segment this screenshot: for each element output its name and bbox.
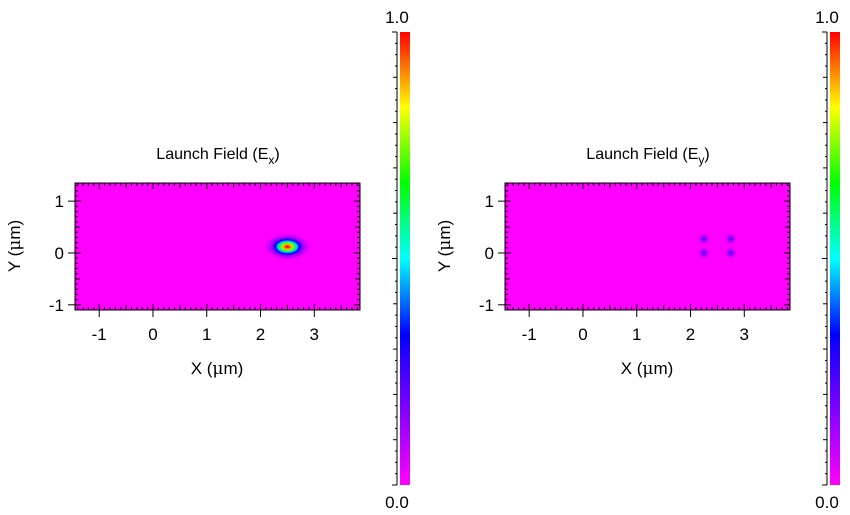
field-peaks-ex (263, 233, 312, 261)
y-tick-label: 1 (55, 192, 64, 211)
y-tick-label: -1 (49, 296, 64, 315)
plot-background-ey (505, 183, 790, 310)
colorbar-ey: 1.0 0.0 (815, 8, 840, 512)
x-axis-label-ex: X (μm) (191, 359, 244, 379)
x-axis-label-ey: X (μm) (621, 359, 674, 379)
y-axis-label-ey: Y (μm) (435, 220, 455, 272)
y-tick-label: 0 (55, 244, 64, 263)
y-tick-label: -1 (479, 296, 494, 315)
x-ticks-ey: -1 0 1 2 3 (522, 310, 749, 344)
field-peak (723, 246, 738, 260)
plot-title-ex: Launch Field (Ex) (156, 146, 279, 167)
y-tick-label: 1 (485, 192, 494, 211)
panel-ey: Launch Field (Ey) -1 0 1 2 3 1 0 -1 X (μm) Y (… (435, 8, 840, 512)
colorbar-ex: 1.0 0.0 (385, 8, 410, 512)
colorbar-ticks-ey (822, 31, 827, 486)
colorbar-min-label-ey: 0.0 (815, 493, 839, 512)
x-tick-label: -1 (522, 325, 537, 344)
x-tick-label: 3 (310, 325, 319, 344)
x-tick-label: 0 (578, 325, 587, 344)
y-ticks-ey: 1 0 -1 (479, 192, 505, 315)
plot-title-ey: Launch Field (Ey) (586, 146, 709, 167)
field-peak (696, 232, 712, 246)
colorbar-max-label-ey: 1.0 (815, 8, 839, 27)
x-ticks-ex: -1 0 1 2 3 (92, 310, 319, 344)
plot-area-ex (74, 182, 361, 311)
field-peak (263, 233, 312, 261)
colorbar-ramp-ey (830, 32, 840, 485)
colorbar-min-label-ex: 0.0 (385, 493, 409, 512)
colorbar-max-label-ex: 1.0 (385, 8, 409, 27)
x-tick-label: 1 (632, 325, 641, 344)
field-peak (723, 232, 738, 246)
minor-ticks-ey (505, 183, 790, 311)
x-tick-label: 3 (740, 325, 749, 344)
x-tick-label: 2 (256, 325, 265, 344)
colorbar-ticks-ex (392, 31, 397, 486)
y-ticks-ex: 1 0 -1 (49, 192, 75, 315)
x-tick-label: 0 (148, 325, 157, 344)
x-tick-label: 1 (202, 325, 211, 344)
panel-ex: Launch Field (Ex) -1 0 1 2 3 1 0 -1 X (μm) Y (… (5, 8, 410, 512)
x-tick-label: 2 (686, 325, 695, 344)
field-peaks-ey (696, 232, 738, 260)
field-peak (696, 246, 712, 260)
plot-area-ey (504, 182, 791, 311)
plot-background-ex (75, 183, 360, 310)
x-tick-label: -1 (92, 325, 107, 344)
y-axis-label-ex: Y (μm) (5, 220, 25, 272)
colorbar-ramp-ex (400, 32, 410, 485)
minor-ticks-ex (75, 183, 360, 311)
y-tick-label: 0 (485, 244, 494, 263)
